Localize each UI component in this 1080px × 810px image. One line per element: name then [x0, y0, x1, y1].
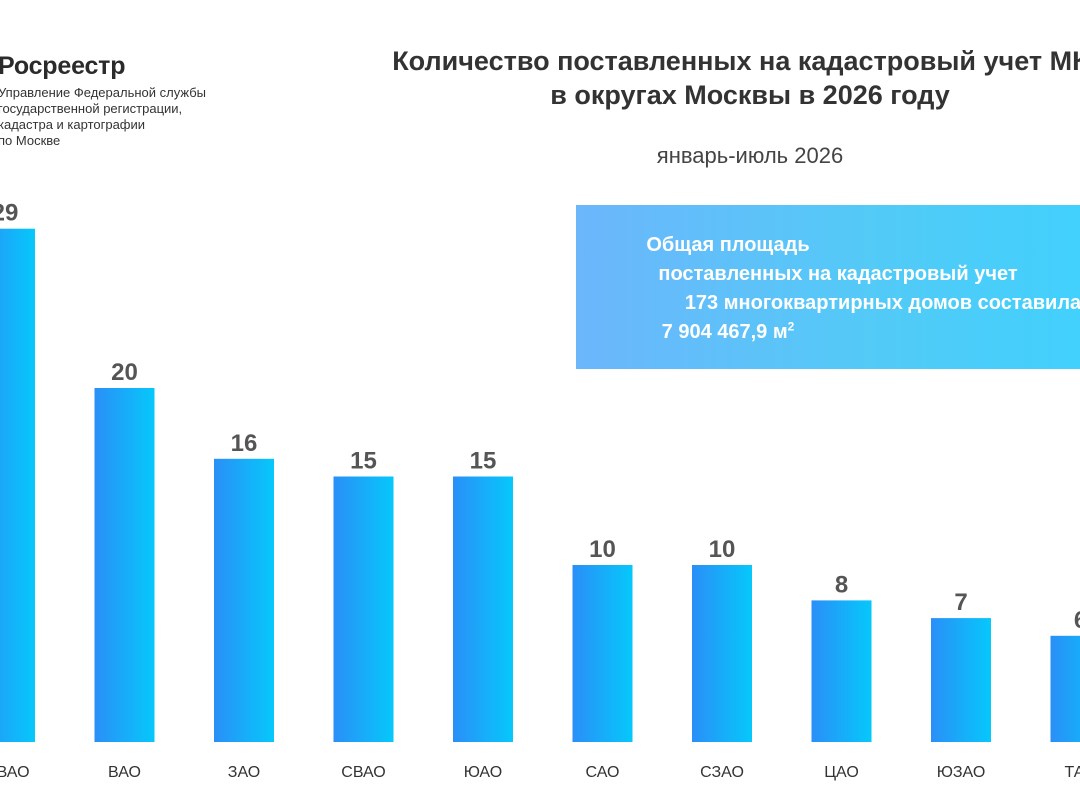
category-label: САО [586, 764, 620, 781]
bar-value-label: 7 [954, 589, 967, 616]
category-label: ЗАО [228, 764, 260, 781]
bar-СВАО [333, 476, 394, 742]
bar-СЗАО [692, 565, 752, 742]
callout-line: 7 904 467,9 м2 [458, 318, 998, 347]
bar-ЦАО [811, 600, 872, 742]
bar-САО [572, 565, 633, 742]
bar-ЮВАО [0, 228, 35, 742]
total-area-callout: Общая площадь поставленных на кадастровы… [576, 205, 1080, 369]
bar-value-label: 6 [1074, 607, 1080, 634]
callout-area-unit-sup: 2 [787, 319, 795, 334]
bar-ТАО [1050, 635, 1080, 742]
bar-value-label: 15 [470, 448, 497, 475]
bar-ВАО [94, 388, 155, 742]
category-label: СЗАО [700, 764, 744, 781]
bar-value-label: 10 [589, 536, 616, 563]
category-label: ЮЗАО [937, 764, 986, 781]
logo-subtitle-line: государственной регистрации, [0, 101, 183, 116]
chart-title-line: Количество поставленных на кадастровый у… [392, 46, 1080, 76]
callout-line: поставленных на кадастровый учет [658, 263, 1018, 285]
chart-subtitle: январь-июль 2026 [656, 143, 844, 168]
bar-value-label: 20 [111, 359, 138, 386]
bar-value-label: 29 [0, 200, 18, 227]
bars-group: 29 ЮВАО 20 ВАО 16 ЗАО 15 СВАО 15 ЮАО 10 САО 10 СЗАО 8 Ц… [0, 200, 1080, 781]
logo-name: Росреестр [0, 52, 126, 80]
category-label: ЦАО [824, 764, 859, 781]
bar-value-label: 16 [231, 430, 258, 457]
chart-title-line: в округах Москвы в 2026 году [550, 80, 950, 110]
logo-subtitle-line: кадастра и картографии [0, 117, 146, 132]
logo-subtitle-line: Управление Федеральной службы [0, 85, 206, 100]
logo-subtitle-line: по Москве [0, 133, 61, 148]
chart-title: Количество поставленных на кадастровый у… [330, 44, 1080, 112]
bar-ЮЗАО [931, 618, 991, 742]
callout-line: 173 многоквартирных домов составила [684, 292, 1080, 314]
bar-ЗАО [214, 458, 274, 742]
bar-value-label: 8 [835, 571, 848, 598]
rosreestr-logo: Росреестр Управление Федеральной службы … [0, 52, 238, 149]
logo-subtitle: Управление Федеральной службы государств… [0, 85, 238, 149]
category-label: ВАО [108, 764, 141, 781]
callout-line: Общая площадь [646, 234, 810, 256]
category-label: СВАО [341, 764, 385, 781]
callout-area-value: 7 904 467,9 м [661, 321, 788, 343]
category-label: ТАО [1064, 764, 1080, 781]
category-label: ЮАО [464, 764, 502, 781]
category-label: ЮВАО [0, 764, 30, 781]
bar-value-label: 10 [709, 536, 736, 563]
bar-ЮАО [453, 476, 513, 742]
bar-value-label: 15 [350, 448, 377, 475]
